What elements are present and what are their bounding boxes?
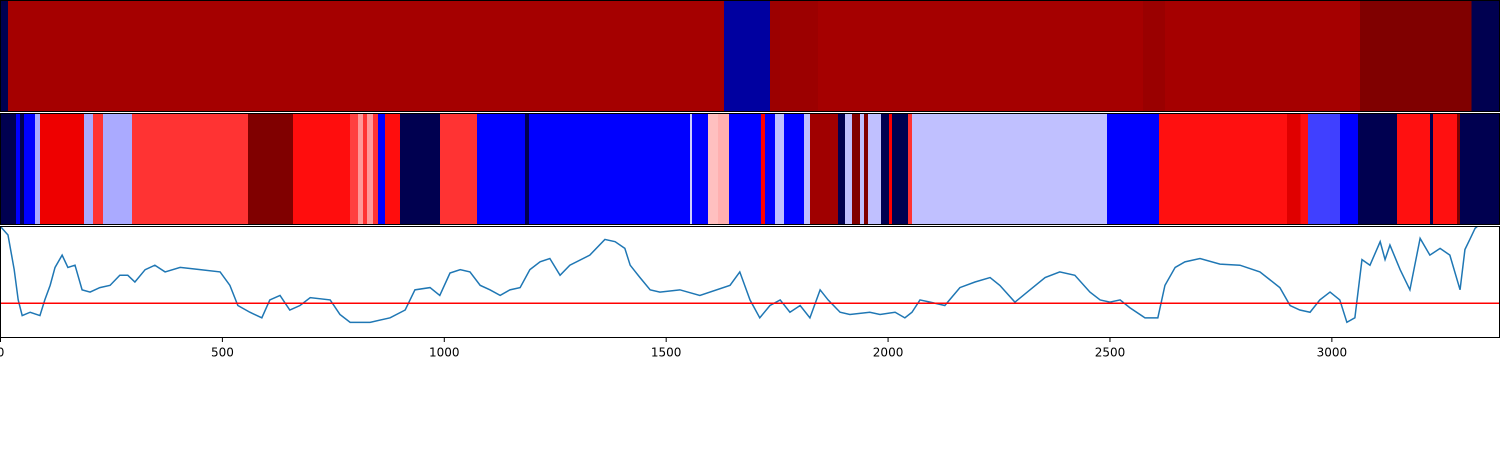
segment: [690, 113, 692, 225]
segment: [844, 113, 853, 225]
segment: [804, 113, 810, 225]
segment: [0, 0, 8, 112]
segment: [528, 113, 691, 225]
x-tick-label: 1000: [429, 346, 460, 360]
x-tick-label: 500: [211, 346, 234, 360]
segment: [1300, 113, 1308, 225]
segment: [774, 113, 785, 225]
segment: [691, 113, 708, 225]
segment: [911, 113, 1107, 225]
segment: [765, 113, 775, 225]
segment: [892, 113, 908, 225]
segment: [19, 113, 24, 225]
segment: [363, 113, 368, 225]
segment: [761, 113, 766, 225]
segment: [23, 113, 36, 225]
segment: [1142, 0, 1165, 112]
segment: [888, 113, 893, 225]
segment: [809, 113, 838, 225]
segment: [7, 0, 724, 112]
segment: [1359, 0, 1472, 112]
segment: [477, 113, 525, 225]
segment: [35, 113, 40, 225]
segment: [292, 113, 351, 225]
segment: [378, 113, 386, 225]
segment: [707, 113, 719, 225]
segment: [93, 113, 103, 225]
segment: [1357, 113, 1398, 225]
x-tick-label: 2000: [873, 346, 904, 360]
segment: [367, 113, 373, 225]
segment: [880, 113, 889, 225]
segment: [248, 113, 293, 225]
segment: [83, 113, 94, 225]
plot-area: [0, 226, 1500, 324]
segment: [439, 113, 478, 225]
panel-frame: [0, 226, 1500, 338]
segment: [525, 113, 529, 225]
segment: [358, 113, 364, 225]
segment: [399, 113, 440, 225]
segment: [860, 113, 865, 225]
segment: [1432, 113, 1457, 225]
segment: [131, 113, 249, 225]
segment: [729, 113, 762, 225]
x-tick-label: 1500: [651, 346, 682, 360]
segment: [1456, 113, 1461, 225]
segment: [15, 113, 20, 225]
segment: [1159, 113, 1287, 225]
segment: [1429, 113, 1433, 225]
segment: [372, 113, 379, 225]
segment: [769, 0, 818, 112]
segment: [784, 113, 805, 225]
x-tick-label: 2500: [1095, 346, 1126, 360]
segment: [1460, 113, 1500, 225]
segment: [102, 113, 132, 225]
segment: [1339, 113, 1358, 225]
segment: [39, 113, 84, 225]
segment: [0, 113, 16, 225]
segment: [868, 113, 881, 225]
x-tick-label: 0: [0, 346, 4, 360]
segment: [1307, 113, 1340, 225]
segment: [350, 113, 359, 225]
segment: [852, 113, 861, 225]
segment: [817, 0, 1143, 112]
segment: [907, 113, 912, 225]
segment: [385, 113, 400, 225]
segment: [1286, 113, 1301, 225]
segment: [837, 113, 845, 225]
signal-line: [0, 226, 1479, 324]
x-tick-label: 3000: [1317, 346, 1348, 360]
segment: [723, 0, 770, 112]
segment: [1164, 0, 1360, 112]
segment: [718, 113, 730, 225]
segment: [1397, 113, 1430, 225]
segment: [1471, 0, 1500, 112]
segment: [864, 113, 869, 225]
segment: [1106, 113, 1160, 225]
